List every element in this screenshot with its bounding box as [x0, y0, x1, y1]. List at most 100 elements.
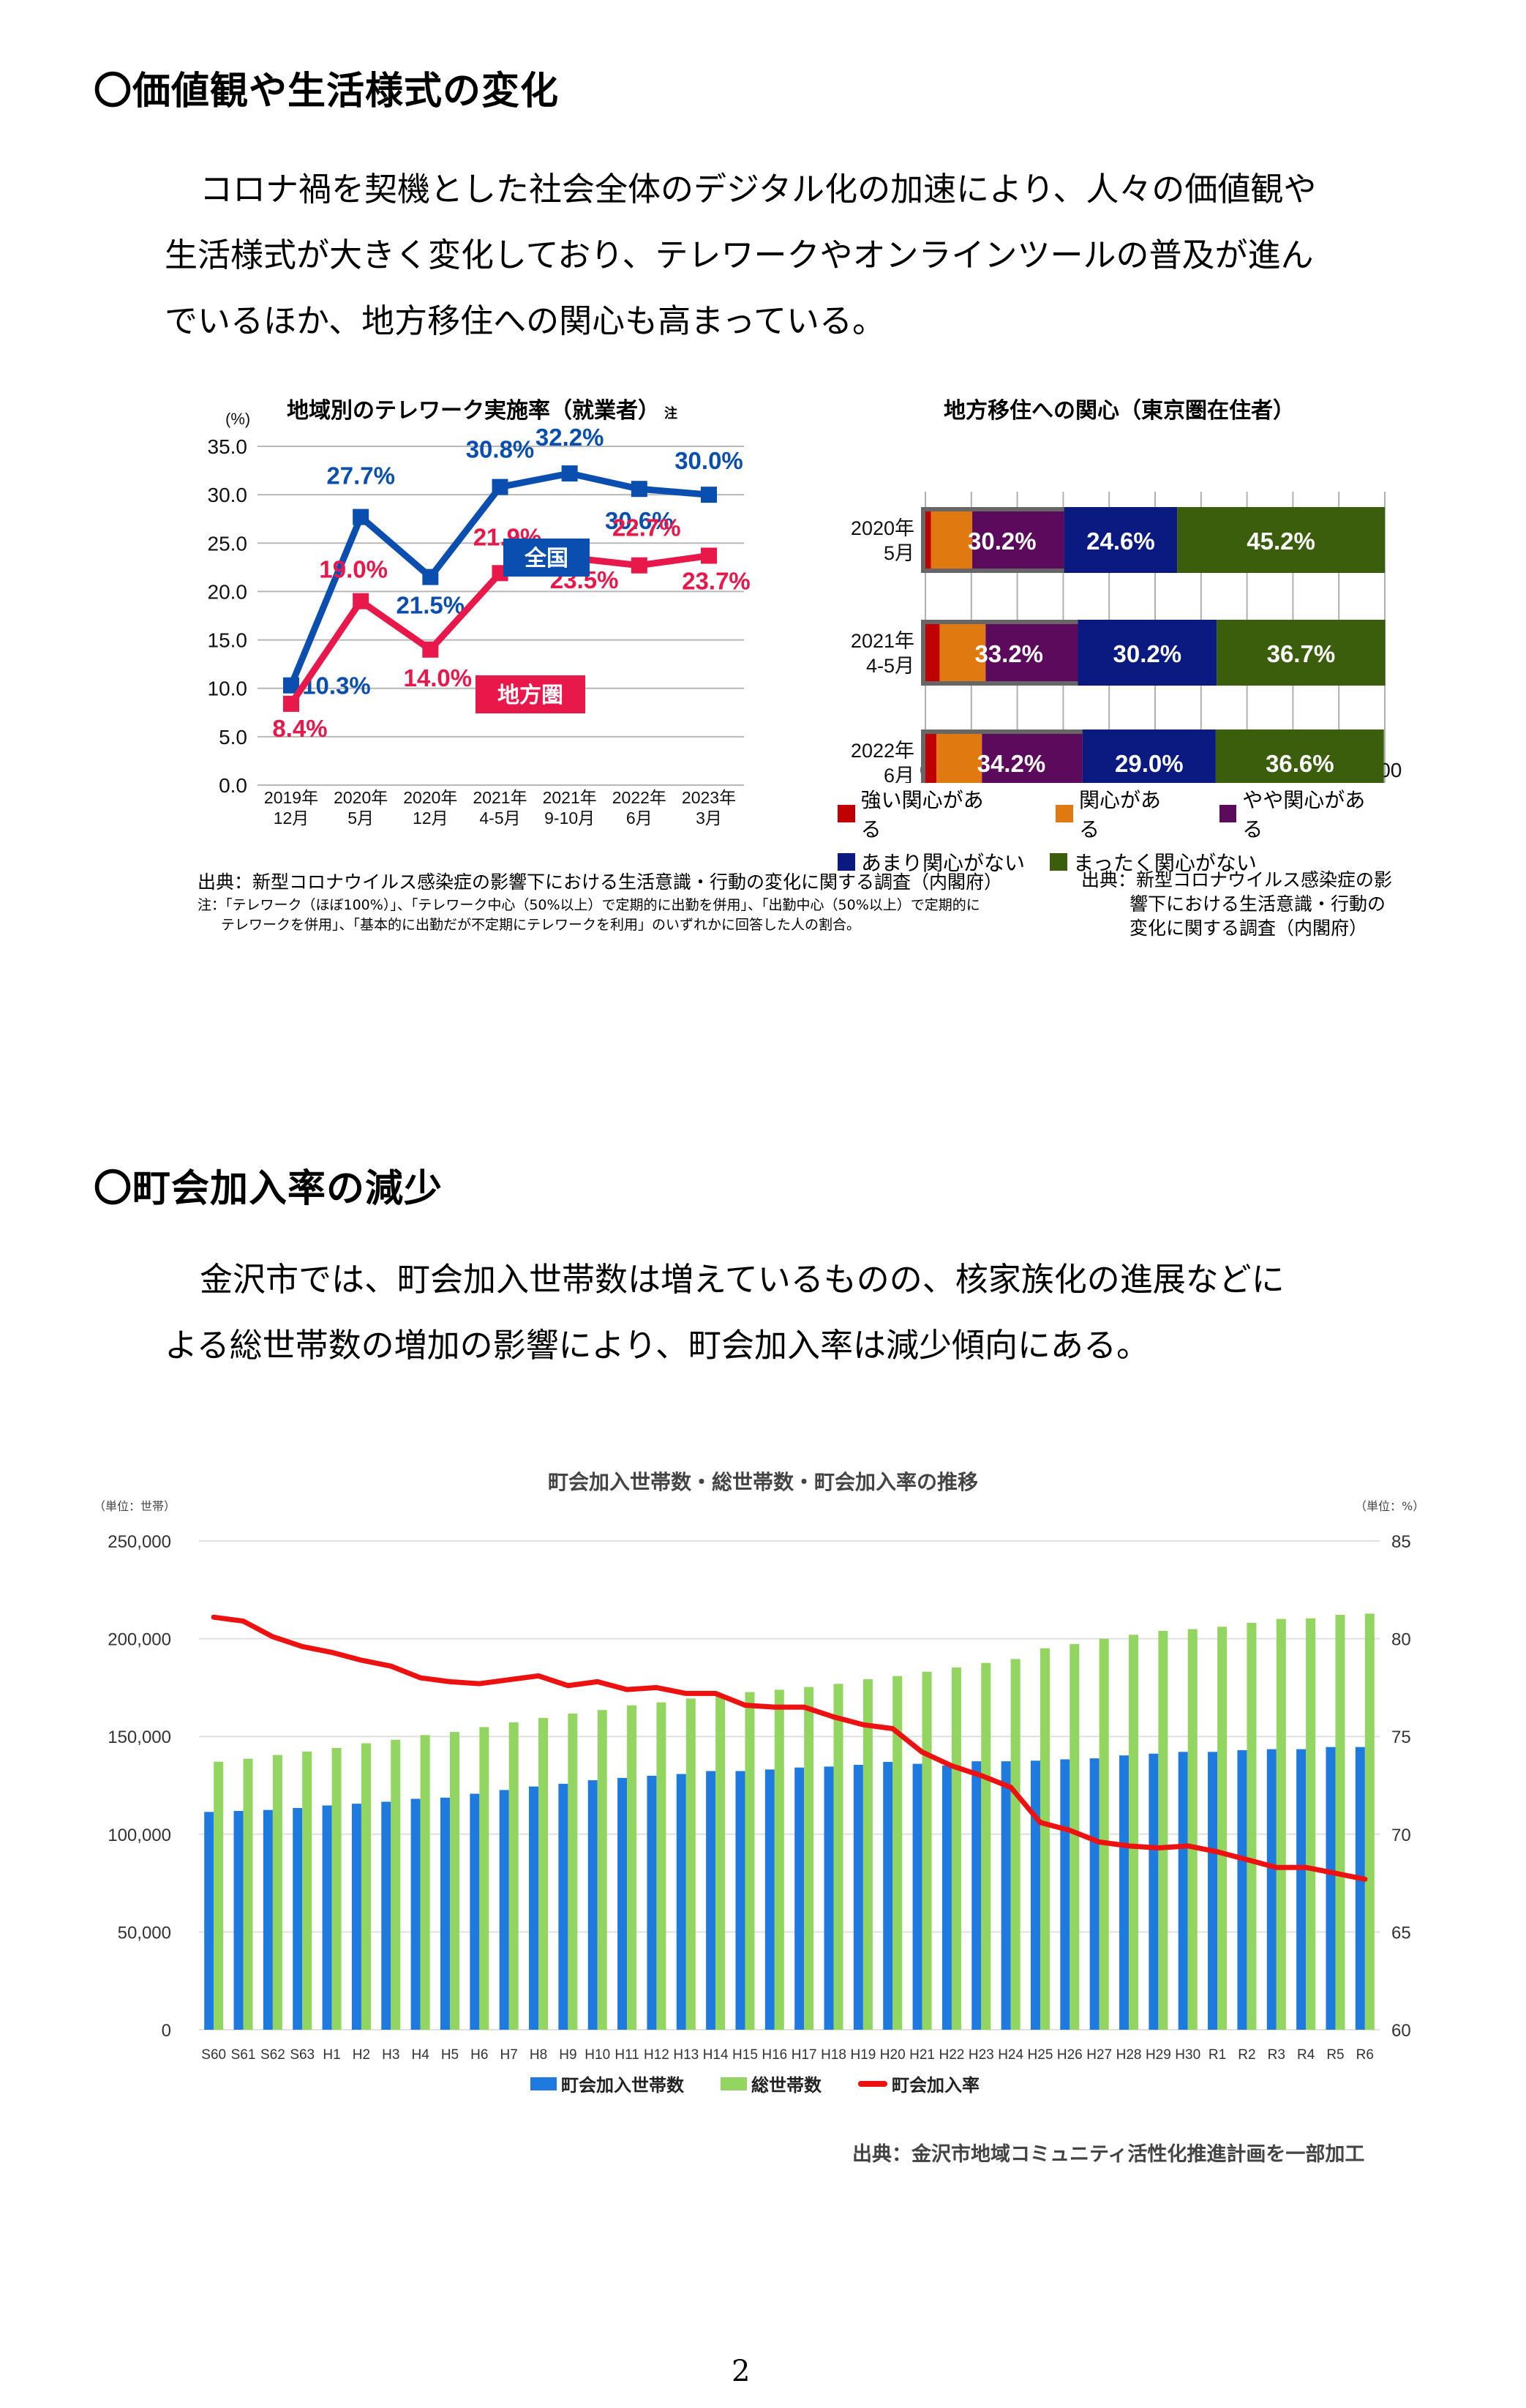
bar-total-households [1070, 1643, 1080, 2030]
bar-total-households [656, 1702, 666, 2030]
x-tick-label: 2021年 [473, 788, 527, 807]
data-point-marker [283, 677, 299, 694]
bar-member-households [912, 1763, 922, 2030]
bar-total-households [685, 1698, 696, 2030]
right-y-tick-label: 85 [1391, 1532, 1411, 1552]
data-label: 27.7% [326, 462, 395, 490]
bar-segment [939, 620, 986, 686]
x-tick-label: H8 [530, 2047, 547, 2063]
bar-member-households [1030, 1760, 1040, 2030]
bar-segment-label: 29.0% [1115, 750, 1184, 777]
bar-total-households [243, 1758, 253, 2030]
bar-segment [1217, 620, 1386, 686]
bar-total-households [804, 1687, 814, 2030]
bar-member-households [1266, 1749, 1277, 2030]
migration-source: 出典：新型コロナウイルス感染症の影 響下における生活意識・行動の 変化に関する調… [1081, 868, 1392, 940]
right-y-tick-label: 65 [1391, 1923, 1411, 1943]
bar-member-households [971, 1761, 982, 2030]
bar-total-households [1187, 1629, 1198, 2030]
chart-title-note: 注 [664, 406, 677, 421]
bar-member-households [558, 1783, 568, 2030]
data-point-marker [561, 465, 578, 482]
bar-total-households [745, 1692, 755, 2030]
section-heading-membership: 〇町会加入率の減少 [94, 1167, 443, 1211]
bar-total-households [568, 1713, 578, 2030]
legend-item: 町会加入世帯数 [530, 2071, 684, 2096]
bar-segment [982, 729, 1083, 783]
migration-chart-title: 地方移住への関心（東京圏在住者） [944, 398, 1295, 424]
bar-member-households [1355, 1747, 1365, 2030]
data-label: 30.0% [674, 447, 743, 474]
x-tick-label: 12月 [274, 809, 309, 828]
y-tick-label: 20.0 [208, 580, 248, 603]
x-tick-label: 2019年 [264, 788, 318, 807]
data-point-marker [422, 641, 439, 658]
bar-member-households [1149, 1753, 1159, 2030]
legend-item: 町会加入率 [858, 2071, 980, 2096]
x-tick-label: 3月 [696, 809, 722, 828]
y-category-label: 4-5月 [866, 655, 914, 677]
bar-total-households [862, 1679, 873, 2030]
x-tick-label: H18 [821, 2047, 846, 2063]
bar-total-households [892, 1676, 903, 2030]
bar-total-households [214, 1761, 224, 2030]
bar-segment [925, 620, 940, 686]
x-tick-label: S63 [290, 2047, 315, 2063]
paragraph-line: でいるほか、地方移住への関心も高まっている。 [165, 301, 886, 340]
bar-segment [1078, 620, 1217, 686]
x-tick-label: H15 [732, 2047, 758, 2063]
telework-line-chart: (%) 0.0 5.0 10.0 15.0 20.0 25.0 30.0 35.0 2019年 12… [208, 410, 751, 828]
left-axis-unit: （単位：世帯） [94, 1499, 176, 1513]
x-tick-label: H22 [939, 2047, 964, 2063]
x-tick-label: H6 [470, 2047, 488, 2063]
data-label: 22.7% [612, 514, 681, 541]
bar-segment-label: 36.6% [1266, 750, 1334, 777]
x-tick-label: H25 [1028, 2047, 1053, 2063]
bar-member-households [529, 1786, 539, 2030]
y-category-label: 2020年 [851, 517, 914, 539]
data-point-marker [701, 547, 717, 564]
bar-member-households [647, 1775, 657, 2030]
x-tick-label: 2021年 [543, 788, 597, 807]
series-name-box [476, 675, 585, 713]
bar-segment [931, 507, 973, 573]
x-tick-label: R3 [1268, 2047, 1285, 2063]
data-point-marker [353, 593, 369, 609]
x-tick-label: H3 [382, 2047, 399, 2063]
bar-member-households [1178, 1752, 1188, 2030]
legend-label: 強い関心がある [860, 788, 984, 841]
y-tick-label: 25.0 [208, 532, 248, 555]
x-tick-label: H21 [909, 2047, 935, 2063]
telework-note: 注：「テレワーク（ほぼ100%）」、「テレワーク中心（50%以上）で定期的に出勤… [198, 896, 980, 935]
legend-line-icon [858, 2080, 887, 2087]
x-tick-label: H14 [703, 2047, 729, 2063]
paragraph-line: コロナ禍を契機とした社会全体のデジタル化の加速により、人々の価値観や [200, 170, 1317, 209]
bar-member-households [233, 1811, 244, 2030]
x-tick-label: 2022年 [612, 788, 666, 807]
bar-total-households [833, 1684, 843, 2030]
bar-total-households [479, 1727, 489, 2030]
right-y-tick-label: 80 [1391, 1630, 1411, 1650]
bar-total-households [1335, 1615, 1345, 2030]
bar-segment-label: 30.2% [1113, 640, 1182, 667]
data-label: 21.5% [396, 592, 465, 619]
x-tick-label: R6 [1356, 2047, 1374, 2063]
right-y-tick-label: 70 [1391, 1826, 1411, 1845]
bar-total-households [1217, 1627, 1228, 2030]
bar-total-households [420, 1735, 430, 2030]
bar-segment [985, 620, 1078, 686]
bar-total-households [1306, 1618, 1316, 2030]
legend-swatch-icon [530, 2077, 557, 2090]
y-category-label: 2021年 [851, 630, 914, 652]
bar-total-households [272, 1755, 282, 2030]
bar-total-households [1099, 1638, 1109, 2030]
note-line: 注：「テレワーク（ほぼ100%）」、「テレワーク中心（50%以上）で定期的に出勤… [198, 897, 980, 913]
bar-member-households [853, 1764, 863, 2030]
y-category-label: 5月 [884, 542, 914, 564]
legend-item: まったく関心がない [1050, 847, 1257, 877]
bar-member-households [440, 1797, 450, 2030]
legend-label: やや関心がある [1242, 788, 1366, 841]
bar-total-households [538, 1717, 549, 2030]
bar-member-households [676, 1774, 686, 2030]
bar-segment-label: 24.6% [1086, 528, 1155, 555]
